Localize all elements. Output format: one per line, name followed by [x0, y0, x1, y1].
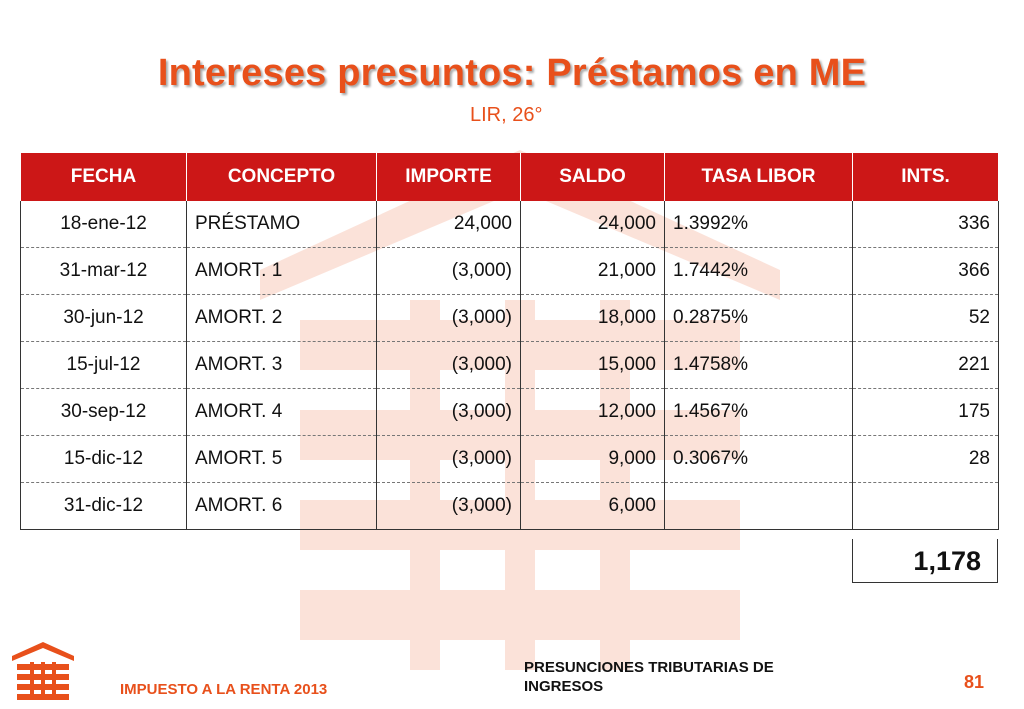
cell-concepto: AMORT. 2 [186, 294, 377, 342]
cell-ints [852, 482, 999, 530]
table-row: 15-dic-12 AMORT. 5 (3,000) 9,000 0.3067%… [20, 435, 999, 483]
cell-saldo: 9,000 [520, 435, 665, 483]
cell-ints: 366 [852, 247, 999, 295]
cell-importe: 24,000 [376, 201, 521, 248]
cell-ints: 52 [852, 294, 999, 342]
cell-tasa: 1.3992% [664, 201, 853, 248]
cell-concepto: AMORT. 3 [186, 341, 377, 389]
cell-tasa: 1.7442% [664, 247, 853, 295]
cell-saldo: 6,000 [520, 482, 665, 530]
cell-concepto: PRÉSTAMO [186, 201, 377, 248]
slide-subtitle: LIR, 26° [470, 104, 543, 126]
table-row: 31-dic-12 AMORT. 6 (3,000) 6,000 [20, 482, 999, 530]
cell-ints: 28 [852, 435, 999, 483]
cell-ints: 221 [852, 341, 999, 389]
table-row: 30-sep-12 AMORT. 4 (3,000) 12,000 1.4567… [20, 388, 999, 436]
cell-tasa: 1.4567% [664, 388, 853, 436]
header-importe: IMPORTE [376, 153, 521, 201]
cell-fecha: 30-sep-12 [20, 388, 187, 436]
table-header-row: FECHA CONCEPTO IMPORTE SALDO TASA LIBOR … [20, 153, 999, 201]
cell-fecha: 31-dic-12 [20, 482, 187, 530]
cell-fecha: 30-jun-12 [20, 294, 187, 342]
loan-interest-table: FECHA CONCEPTO IMPORTE SALDO TASA LIBOR … [20, 153, 999, 530]
table-row: 15-jul-12 AMORT. 3 (3,000) 15,000 1.4758… [20, 341, 999, 389]
cell-fecha: 31-mar-12 [20, 247, 187, 295]
table-row: 18-ene-12 PRÉSTAMO 24,000 24,000 1.3992%… [20, 201, 999, 248]
cell-saldo: 18,000 [520, 294, 665, 342]
table-row: 31-mar-12 AMORT. 1 (3,000) 21,000 1.7442… [20, 247, 999, 295]
cell-saldo: 21,000 [520, 247, 665, 295]
cell-importe: (3,000) [376, 294, 521, 342]
header-concepto: CONCEPTO [186, 153, 377, 201]
cell-ints: 175 [852, 388, 999, 436]
cell-concepto: AMORT. 1 [186, 247, 377, 295]
cell-importe: (3,000) [376, 388, 521, 436]
cell-fecha: 18-ene-12 [20, 201, 187, 248]
cell-importe: (3,000) [376, 247, 521, 295]
header-ints: INTS. [852, 153, 999, 201]
cell-fecha: 15-dic-12 [20, 435, 187, 483]
footer-course-title: IMPUESTO A LA RENTA 2013 [120, 681, 328, 698]
header-fecha: FECHA [20, 153, 187, 201]
cell-fecha: 15-jul-12 [20, 341, 187, 389]
cell-importe: (3,000) [376, 341, 521, 389]
slide-title: Intereses presuntos: Préstamos en ME [157, 52, 867, 94]
table-row: 30-jun-12 AMORT. 2 (3,000) 18,000 0.2875… [20, 294, 999, 342]
cell-saldo: 15,000 [520, 341, 665, 389]
header-saldo: SALDO [520, 153, 665, 201]
cell-concepto: AMORT. 5 [186, 435, 377, 483]
total-interest: 1,178 [852, 539, 998, 583]
cell-tasa: 0.3067% [664, 435, 853, 483]
cell-tasa: 0.2875% [664, 294, 853, 342]
cell-concepto: AMORT. 6 [186, 482, 377, 530]
header-tasa-libor: TASA LIBOR [664, 153, 853, 201]
page-number: 81 [964, 672, 985, 692]
cell-saldo: 12,000 [520, 388, 665, 436]
cell-tasa [664, 482, 853, 530]
building-logo-icon [12, 642, 74, 700]
cell-concepto: AMORT. 4 [186, 388, 377, 436]
cell-importe: (3,000) [376, 482, 521, 530]
cell-importe: (3,000) [376, 435, 521, 483]
cell-ints: 336 [852, 201, 999, 248]
footer-section-title: PRESUNCIONES TRIBUTARIAS DE INGRESOS [524, 659, 774, 695]
cell-tasa: 1.4758% [664, 341, 853, 389]
cell-saldo: 24,000 [520, 201, 665, 248]
